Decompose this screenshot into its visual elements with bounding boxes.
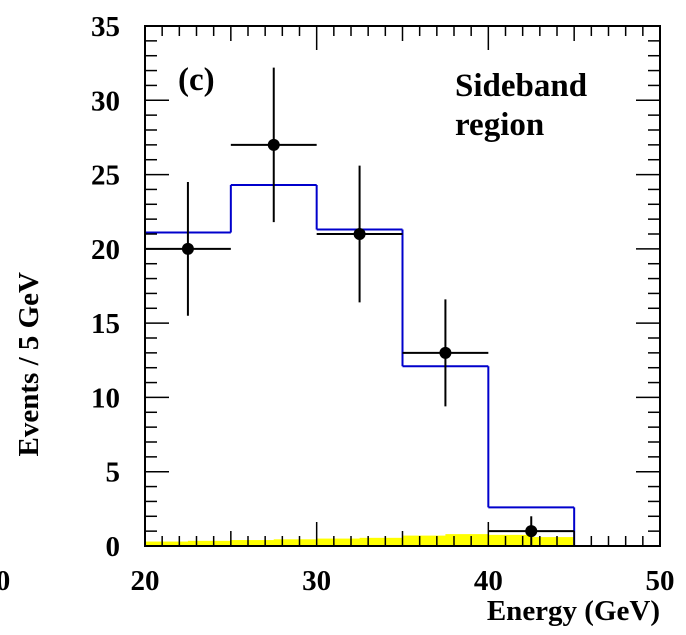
stray-tick-label: 0 bbox=[0, 565, 10, 597]
background-bin bbox=[359, 537, 403, 546]
x-axis-title: Energy (GeV) bbox=[487, 595, 660, 627]
y-tick-label: 15 bbox=[91, 308, 120, 340]
y-tick-label: 10 bbox=[91, 382, 120, 414]
data-point-group bbox=[230, 67, 317, 223]
x-tick-label: 40 bbox=[474, 565, 503, 597]
region-label-line2: region bbox=[455, 107, 544, 143]
background-bin bbox=[187, 540, 232, 546]
data-point bbox=[439, 346, 452, 359]
y-tick-label: 25 bbox=[91, 160, 120, 192]
data-point bbox=[267, 138, 280, 151]
background-bin bbox=[230, 540, 275, 546]
y-tick-label: 0 bbox=[106, 531, 121, 563]
y-tick-labels: 0 5 10 15 20 25 30 35 bbox=[91, 11, 120, 563]
panel-label: (c) bbox=[178, 62, 215, 98]
data-point-group bbox=[402, 299, 489, 407]
background-fill-layer bbox=[145, 534, 575, 546]
background-bin bbox=[145, 541, 189, 546]
data-point bbox=[181, 242, 194, 255]
data-points-layer bbox=[145, 67, 575, 546]
background-bin bbox=[316, 538, 361, 546]
y-tick-label: 30 bbox=[91, 85, 120, 117]
region-label-line1: Sideband bbox=[455, 68, 587, 104]
background-bin bbox=[402, 535, 446, 546]
y-tick-label: 35 bbox=[91, 11, 120, 43]
x-tick-label: 50 bbox=[646, 565, 675, 597]
y-axis-title: Events / 5 GeV bbox=[13, 272, 45, 457]
background-bin bbox=[531, 537, 575, 546]
x-tick-labels: 20 30 40 50 bbox=[131, 565, 675, 597]
data-point bbox=[353, 228, 366, 240]
data-point bbox=[525, 525, 538, 538]
axis-ticks bbox=[144, 25, 661, 547]
background-bin bbox=[445, 534, 489, 546]
data-point-group bbox=[316, 165, 403, 303]
background-bin bbox=[273, 539, 318, 546]
x-tick-label: 30 bbox=[302, 565, 331, 597]
y-tick-label: 20 bbox=[91, 234, 120, 266]
data-point-group bbox=[488, 516, 575, 546]
x-tick-label: 20 bbox=[131, 565, 160, 597]
y-tick-label: 5 bbox=[106, 457, 121, 489]
background-bin bbox=[488, 534, 532, 546]
